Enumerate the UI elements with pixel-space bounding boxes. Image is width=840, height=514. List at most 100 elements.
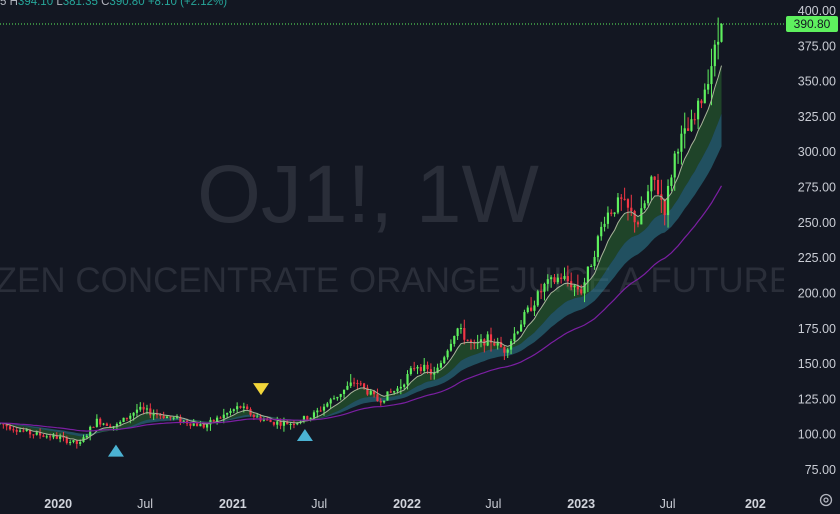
candle-body	[69, 442, 72, 444]
candle-body	[145, 408, 149, 410]
candle-body	[195, 423, 199, 427]
candle-body	[142, 406, 145, 410]
candle-body	[560, 277, 563, 279]
candle-body	[670, 177, 673, 186]
candle-body	[436, 367, 439, 373]
candle-body	[503, 347, 506, 353]
candle-body	[199, 424, 202, 427]
close-value: 390.80	[109, 0, 145, 8]
candle-body	[49, 436, 52, 438]
candle-body	[155, 414, 159, 416]
candle-body	[359, 383, 362, 385]
candle-body	[676, 151, 680, 154]
candle-body	[656, 179, 660, 195]
y-tick-label: 375.00	[798, 39, 836, 53]
candle-body	[242, 406, 245, 408]
candle-body	[55, 434, 58, 439]
time-scale[interactable]: 2020 Jul 2021 Jul 2022 Jul 2023 Jul 202	[44, 497, 766, 511]
x-tick-label: Jul	[137, 497, 153, 511]
candle-body	[586, 266, 589, 283]
ema-fast-line	[0, 65, 722, 442]
candle-body	[486, 334, 489, 346]
candle-body	[115, 424, 118, 427]
candle-body	[550, 277, 553, 280]
candle-body	[643, 203, 646, 209]
candle-body	[139, 406, 142, 410]
candle-body	[25, 429, 28, 432]
candle-body	[456, 328, 459, 336]
candle-body	[463, 328, 466, 340]
candle-body	[189, 423, 192, 426]
candle-body	[326, 403, 329, 407]
candle-body	[530, 307, 533, 311]
x-tick-label: 202	[745, 497, 766, 511]
last-price-tag: 390.80	[786, 15, 838, 32]
candle-body	[693, 119, 696, 121]
candle-body	[75, 440, 78, 444]
ohlc-prefix: 5	[0, 0, 7, 8]
candle-body	[479, 339, 483, 343]
candle-body	[386, 391, 389, 401]
candle-body	[222, 414, 225, 419]
low-value: 381.35	[62, 0, 98, 8]
gear-icon[interactable]	[818, 492, 834, 508]
indicator-lines	[0, 65, 723, 442]
candle-body	[399, 386, 402, 389]
candle-body	[282, 421, 286, 426]
candle-body	[573, 285, 576, 288]
candle-body	[389, 391, 392, 393]
candle-body	[713, 44, 716, 67]
x-tick-label: Jul	[485, 497, 501, 511]
candle-body	[680, 133, 683, 152]
x-tick-label: Jul	[660, 497, 676, 511]
candle-body	[496, 341, 499, 346]
candle-body	[556, 277, 559, 283]
x-tick-label: 2020	[44, 497, 72, 511]
candle-body	[396, 388, 399, 392]
candle-body	[172, 417, 175, 419]
candle-body	[663, 199, 666, 216]
candle-body	[269, 419, 272, 423]
candle-body	[690, 119, 693, 131]
candle-body	[236, 406, 239, 410]
price-scale[interactable]: 400.00 375.00 350.00 325.00 300.00 275.00 250.…	[798, 4, 836, 477]
candle-body	[12, 429, 15, 431]
candle-body	[540, 291, 543, 293]
change-value: +8.10 (+2.12%)	[147, 0, 228, 8]
candle-body	[433, 372, 436, 375]
y-tick-label: 350.00	[798, 75, 836, 89]
candle-body	[42, 435, 45, 437]
candle-body	[15, 429, 18, 432]
close-label: C	[101, 0, 110, 8]
candle-body	[129, 415, 132, 419]
candle-body	[469, 340, 473, 343]
ohlc-header: 5 H394.10 L381.35 C390.80 +8.10 (+2.12%)	[0, 0, 227, 8]
candle-body	[312, 412, 316, 418]
candle-body	[603, 223, 606, 227]
last-price-text: 390.80	[794, 17, 831, 31]
candle-body	[28, 429, 32, 435]
candle-body	[593, 257, 596, 267]
candle-body	[38, 432, 42, 436]
candle-body	[707, 84, 710, 90]
candle-body	[376, 394, 379, 402]
candle-body	[45, 436, 48, 438]
candle-body	[352, 382, 356, 384]
candle-body	[523, 312, 526, 325]
candle-body	[162, 415, 165, 419]
candle-body	[369, 391, 372, 395]
candle-body	[52, 434, 55, 438]
candle-body	[697, 100, 700, 120]
candle-body	[519, 324, 523, 332]
candle-body	[409, 368, 412, 375]
candle-body	[202, 424, 205, 428]
candle-body	[59, 436, 62, 439]
candle-body	[596, 236, 599, 258]
candle-body	[159, 414, 162, 416]
candle-body	[175, 416, 179, 418]
candle-body	[5, 424, 8, 427]
candle-body	[206, 424, 209, 428]
candle-body	[453, 335, 456, 344]
candle-body	[209, 419, 212, 425]
